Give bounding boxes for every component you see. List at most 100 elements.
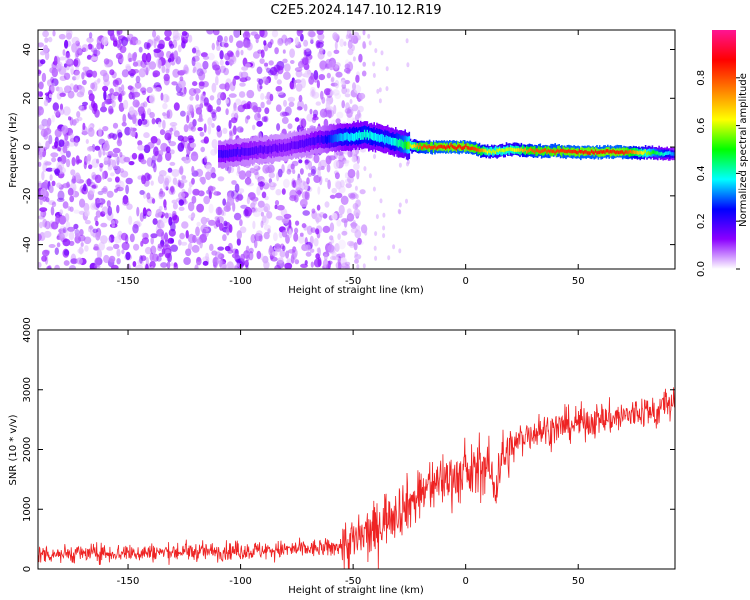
noise-speckle [143,65,148,73]
noise-speckle [300,263,308,268]
ridge-segment [472,146,474,150]
ridge-segment [292,141,294,150]
noise-speckle [380,50,384,56]
ridge-segment [589,151,592,155]
noise-speckle [38,106,44,116]
noise-speckle [250,196,259,202]
noise-speckle [57,190,65,201]
ridge-segment [390,137,393,146]
noise-speckle [94,257,101,268]
noise-speckle [277,168,283,178]
noise-speckle [39,212,44,218]
noise-speckle [341,230,348,236]
ridge-segment [368,132,370,141]
noise-speckle [187,242,193,251]
ridge-segment [403,141,405,150]
noise-speckle [106,246,114,251]
noise-speckle [102,126,109,132]
noise-speckle [38,182,44,189]
ridge-segment [508,147,510,151]
noise-speckle [347,240,355,247]
noise-speckle [157,59,162,69]
noise-speckle [48,93,53,99]
noise-speckle [250,234,256,244]
noise-speckle [187,135,194,141]
noise-speckle [147,42,151,49]
noise-speckle [275,247,282,253]
ridge-segment [640,151,643,155]
noise-speckle [183,156,191,164]
noise-speckle [38,161,42,167]
ridge-segment [277,145,280,154]
noise-speckle [235,258,242,264]
noise-speckle [283,217,290,226]
ridge-segment [665,151,667,155]
noise-speckle [211,82,217,93]
noise-speckle [59,92,66,98]
ridge-segment [405,141,408,150]
ridge-segment [301,139,304,148]
snr-y-ticks: 0 1000 2000 3000 4000 [22,317,675,572]
noise-speckle [83,183,87,192]
noise-speckle [128,215,133,225]
noise-speckle [256,230,263,237]
noise-speckle [357,105,364,113]
noise-speckle [88,32,93,39]
ridge-segment [501,148,504,152]
noise-speckle [231,180,237,185]
noise-speckle [62,183,71,189]
noise-speckle [137,118,143,126]
noise-speckle [195,107,203,115]
noise-speckle [208,190,212,200]
noise-speckle [317,186,321,195]
ridge-segment [526,150,528,154]
noise-speckle [68,231,75,241]
ridge-segment [447,144,450,153]
ridge-segment [462,141,465,149]
ridge-segment [303,140,305,149]
ridge-segment [561,148,563,153]
ridge-segment [647,151,650,155]
noise-speckle [187,104,193,112]
noise-speckle [50,76,55,83]
noise-speckle [171,169,180,177]
noise-speckle [268,60,274,66]
noise-speckle [67,187,74,196]
noise-speckle [246,196,250,205]
noise-speckle [207,125,212,135]
noise-speckle [119,151,123,158]
noise-speckle [70,65,75,75]
ridge-segment [435,142,438,151]
ridge-segment [237,147,239,155]
noise-speckle [99,162,104,168]
noise-speckle [132,223,139,234]
noise-speckle [129,126,134,136]
noise-speckle [274,264,281,269]
ridge-segment [594,149,597,153]
noise-speckle [102,142,110,151]
noise-speckle [65,30,73,38]
noise-speckle [267,164,275,174]
noise-speckle [70,169,76,176]
noise-speckle [89,187,95,195]
noise-speckle [223,42,229,48]
noise-speckle [351,155,357,163]
ridge-segment [378,134,381,143]
ridge-segment [431,141,434,150]
y-tick-label: -20 [22,188,33,204]
ridge-segment [596,151,598,155]
ridge-segment [351,133,354,141]
noise-speckle [262,255,269,264]
noise-speckle [299,198,308,208]
noise-speckle [236,230,242,240]
ridge-segment [488,149,490,153]
ridge-segment [558,149,560,154]
noise-speckle [353,37,357,43]
noise-speckle [39,198,43,205]
noise-speckle [245,170,252,178]
ridge-segment [295,141,297,150]
noise-speckle [116,248,121,257]
noise-speckle [70,258,78,265]
noise-speckle [43,127,52,135]
